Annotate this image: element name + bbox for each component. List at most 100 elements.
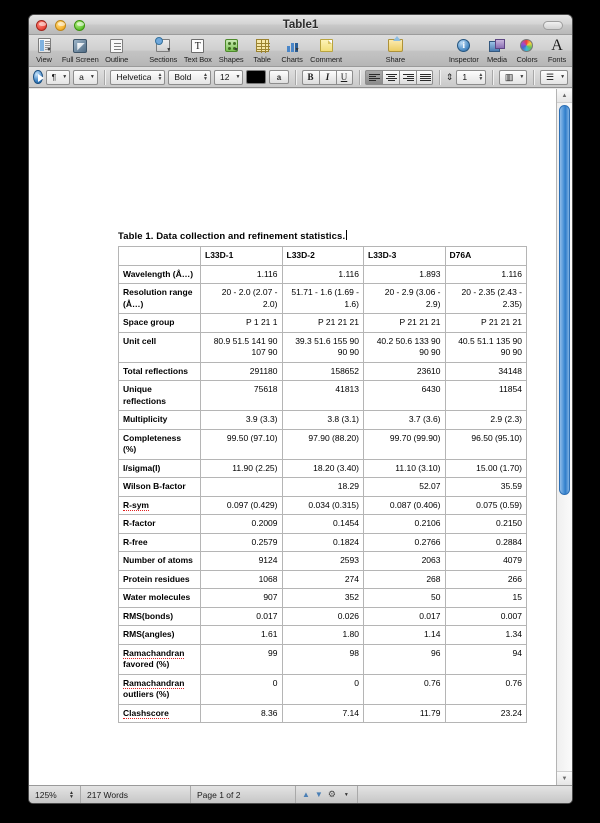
text-highlight-swatch[interactable]: a bbox=[269, 70, 289, 84]
toolbar-label-colors: Colors bbox=[516, 55, 538, 64]
scroll-down-arrow[interactable]: ▼ bbox=[557, 771, 572, 785]
table-row-label: Unique reflections bbox=[118, 380, 201, 411]
underline-button[interactable]: U bbox=[335, 69, 353, 85]
stepper-icon: ▲ ▼ bbox=[157, 72, 163, 82]
columns-menu[interactable]: ▥ ▼ bbox=[498, 69, 528, 85]
align-center-button[interactable] bbox=[382, 69, 400, 85]
toolbar-button-inspector[interactable]: i Inspector bbox=[446, 37, 482, 64]
table-cell: 2063 bbox=[363, 551, 446, 571]
table-icon bbox=[255, 37, 270, 54]
table-cell: 352 bbox=[281, 588, 364, 608]
scroll-up-arrow[interactable]: ▲ bbox=[557, 89, 572, 103]
table-cell: 0.2106 bbox=[363, 514, 446, 534]
table-cell: P 1 21 1 bbox=[200, 313, 283, 333]
table-cell: 18.29 bbox=[281, 477, 364, 497]
document-canvas[interactable]: Table 1. Data collection and refinement … bbox=[29, 89, 572, 785]
character-style-value: a bbox=[79, 72, 84, 82]
stepper-icon: ▲ ▼ bbox=[478, 72, 484, 82]
table-cell: 2593 bbox=[281, 551, 364, 571]
statistics-table[interactable]: L33D-1 L33D-2 L33D-3 D76A Wavelength (Å…… bbox=[118, 246, 527, 723]
toolbar-button-shapes[interactable]: ▼ Shapes bbox=[215, 37, 247, 64]
table-row: Total reflections 291180 158652 23610 34148 bbox=[118, 361, 527, 381]
table-row-label: R-factor bbox=[118, 514, 201, 534]
italic-button[interactable]: I bbox=[318, 69, 336, 85]
toolbar-button-sections[interactable]: ▼ Sections bbox=[146, 37, 181, 64]
font-size-select[interactable]: 12 ▼ bbox=[213, 69, 244, 85]
minimize-window-button[interactable] bbox=[55, 20, 66, 31]
styles-drawer-icon[interactable] bbox=[33, 70, 44, 84]
shapes-icon: ▼ bbox=[224, 37, 239, 54]
toolbar-button-fonts[interactable]: A Fonts bbox=[542, 37, 572, 65]
document-page[interactable]: Table 1. Data collection and refinement … bbox=[29, 89, 558, 785]
align-right-button[interactable] bbox=[399, 69, 417, 85]
font-family-select[interactable]: Helvetica ▲ ▼ bbox=[110, 69, 166, 85]
zoom-window-button[interactable] bbox=[74, 20, 85, 31]
bold-button[interactable]: B bbox=[301, 69, 319, 85]
toolbar-button-table[interactable]: Table bbox=[247, 37, 277, 64]
table-cell: 0.2579 bbox=[200, 532, 283, 552]
font-typeface-select[interactable]: Bold ▲ ▼ bbox=[168, 69, 211, 85]
table-caption[interactable]: Table 1. Data collection and refinement … bbox=[118, 230, 348, 242]
text-color-swatch[interactable] bbox=[246, 70, 267, 84]
table-cell: 0.007 bbox=[444, 606, 527, 626]
table-header-l33d-3: L33D-3 bbox=[363, 246, 446, 266]
sections-icon: ▼ bbox=[155, 37, 171, 54]
zoom-level-control[interactable]: 125% ▲ ▼ bbox=[29, 785, 81, 803]
toolbar-label-shapes: Shapes bbox=[218, 55, 244, 64]
document-window: Table1 ▼ View Full Screen Outline ▼ Sect… bbox=[28, 14, 573, 804]
table-cell: 20 - 2.9 (3.06 - 2.9) bbox=[363, 283, 446, 314]
paragraph-style-menu[interactable]: ¶ ▼ bbox=[45, 69, 71, 85]
toolbar-button-outline[interactable]: Outline bbox=[101, 37, 131, 64]
toolbar-button-comment[interactable]: Comment bbox=[307, 37, 345, 64]
gear-icon[interactable]: ⚙ bbox=[327, 789, 336, 799]
scrollbar-thumb[interactable] bbox=[559, 105, 570, 495]
align-left-icon bbox=[369, 73, 381, 82]
toolbar-button-view[interactable]: ▼ View bbox=[29, 37, 59, 64]
toolbar-toggle-button[interactable] bbox=[543, 21, 563, 30]
table-cell: 96.50 (95.10) bbox=[444, 428, 527, 460]
toolbar-button-media[interactable]: Media bbox=[482, 37, 512, 64]
table-cell: 23.24 bbox=[444, 703, 527, 723]
table-row: Water molecules 907 352 50 15 bbox=[118, 588, 527, 608]
table-row: Resolution range (Å…) 20 - 2.0 (2.07 - 2.… bbox=[118, 283, 527, 314]
table-cell: 3.8 (3.1) bbox=[281, 410, 364, 430]
table-row-label: Completeness (%) bbox=[118, 428, 201, 460]
toolbar-label-fonts: Fonts bbox=[547, 55, 567, 64]
close-window-button[interactable] bbox=[36, 20, 47, 31]
toolbar-button-colors[interactable]: Colors bbox=[512, 37, 542, 64]
align-left-button[interactable] bbox=[365, 69, 383, 85]
toolbar-button-text-box[interactable]: T Text Box bbox=[181, 37, 216, 64]
page-up-icon[interactable]: ▲ bbox=[302, 790, 310, 799]
table-row: RMS(bonds) 0.017 0.026 0.017 0.007 bbox=[118, 606, 527, 626]
table-row: R-factor 0.2009 0.1454 0.2106 0.2150 bbox=[118, 514, 527, 534]
toolbar-button-charts[interactable]: ▼ Charts bbox=[277, 37, 307, 64]
table-cell: 23610 bbox=[363, 361, 446, 381]
window-titlebar: Table1 bbox=[29, 15, 572, 35]
stepper-icon: ▲ ▼ bbox=[69, 789, 74, 800]
table-cell: 11854 bbox=[444, 380, 527, 411]
table-row-label: Unit cell bbox=[118, 331, 201, 363]
table-row: RMS(angles) 1.61 1.80 1.14 1.34 bbox=[118, 625, 527, 645]
chevron-down-icon: ▼ bbox=[343, 791, 349, 798]
toolbar-label-view: View bbox=[36, 55, 52, 64]
list-style-menu[interactable]: ☰ ▼ bbox=[540, 69, 569, 85]
toolbar-button-full-screen[interactable]: Full Screen bbox=[59, 37, 101, 64]
align-justify-button[interactable] bbox=[416, 69, 434, 85]
character-style-menu[interactable]: a ▼ bbox=[73, 69, 98, 85]
align-right-icon bbox=[403, 73, 415, 82]
page-down-icon[interactable]: ▼ bbox=[314, 790, 323, 799]
bold-label: B bbox=[307, 72, 314, 82]
line-spacing-select[interactable]: 1 ▲ ▼ bbox=[456, 69, 487, 85]
vertical-scrollbar[interactable]: ▲ ▼ bbox=[556, 89, 572, 785]
table-cell: 7.14 bbox=[281, 703, 364, 723]
toolbar-button-share[interactable]: Share bbox=[380, 36, 410, 64]
table-row: Unique reflections 75618 41813 6430 11854 bbox=[118, 380, 527, 411]
table-row-label: Multiplicity bbox=[118, 410, 201, 430]
inspector-icon: i bbox=[457, 37, 471, 54]
table-cell: 1.893 bbox=[363, 264, 446, 284]
status-bar: 125% ▲ ▼ 217 Words Page 1 of 2 ▲ ▼ ⚙ ▼ bbox=[29, 785, 572, 803]
fonts-icon: A bbox=[551, 37, 563, 54]
align-justify-icon bbox=[420, 73, 432, 82]
table-cell: 1.14 bbox=[363, 625, 446, 645]
